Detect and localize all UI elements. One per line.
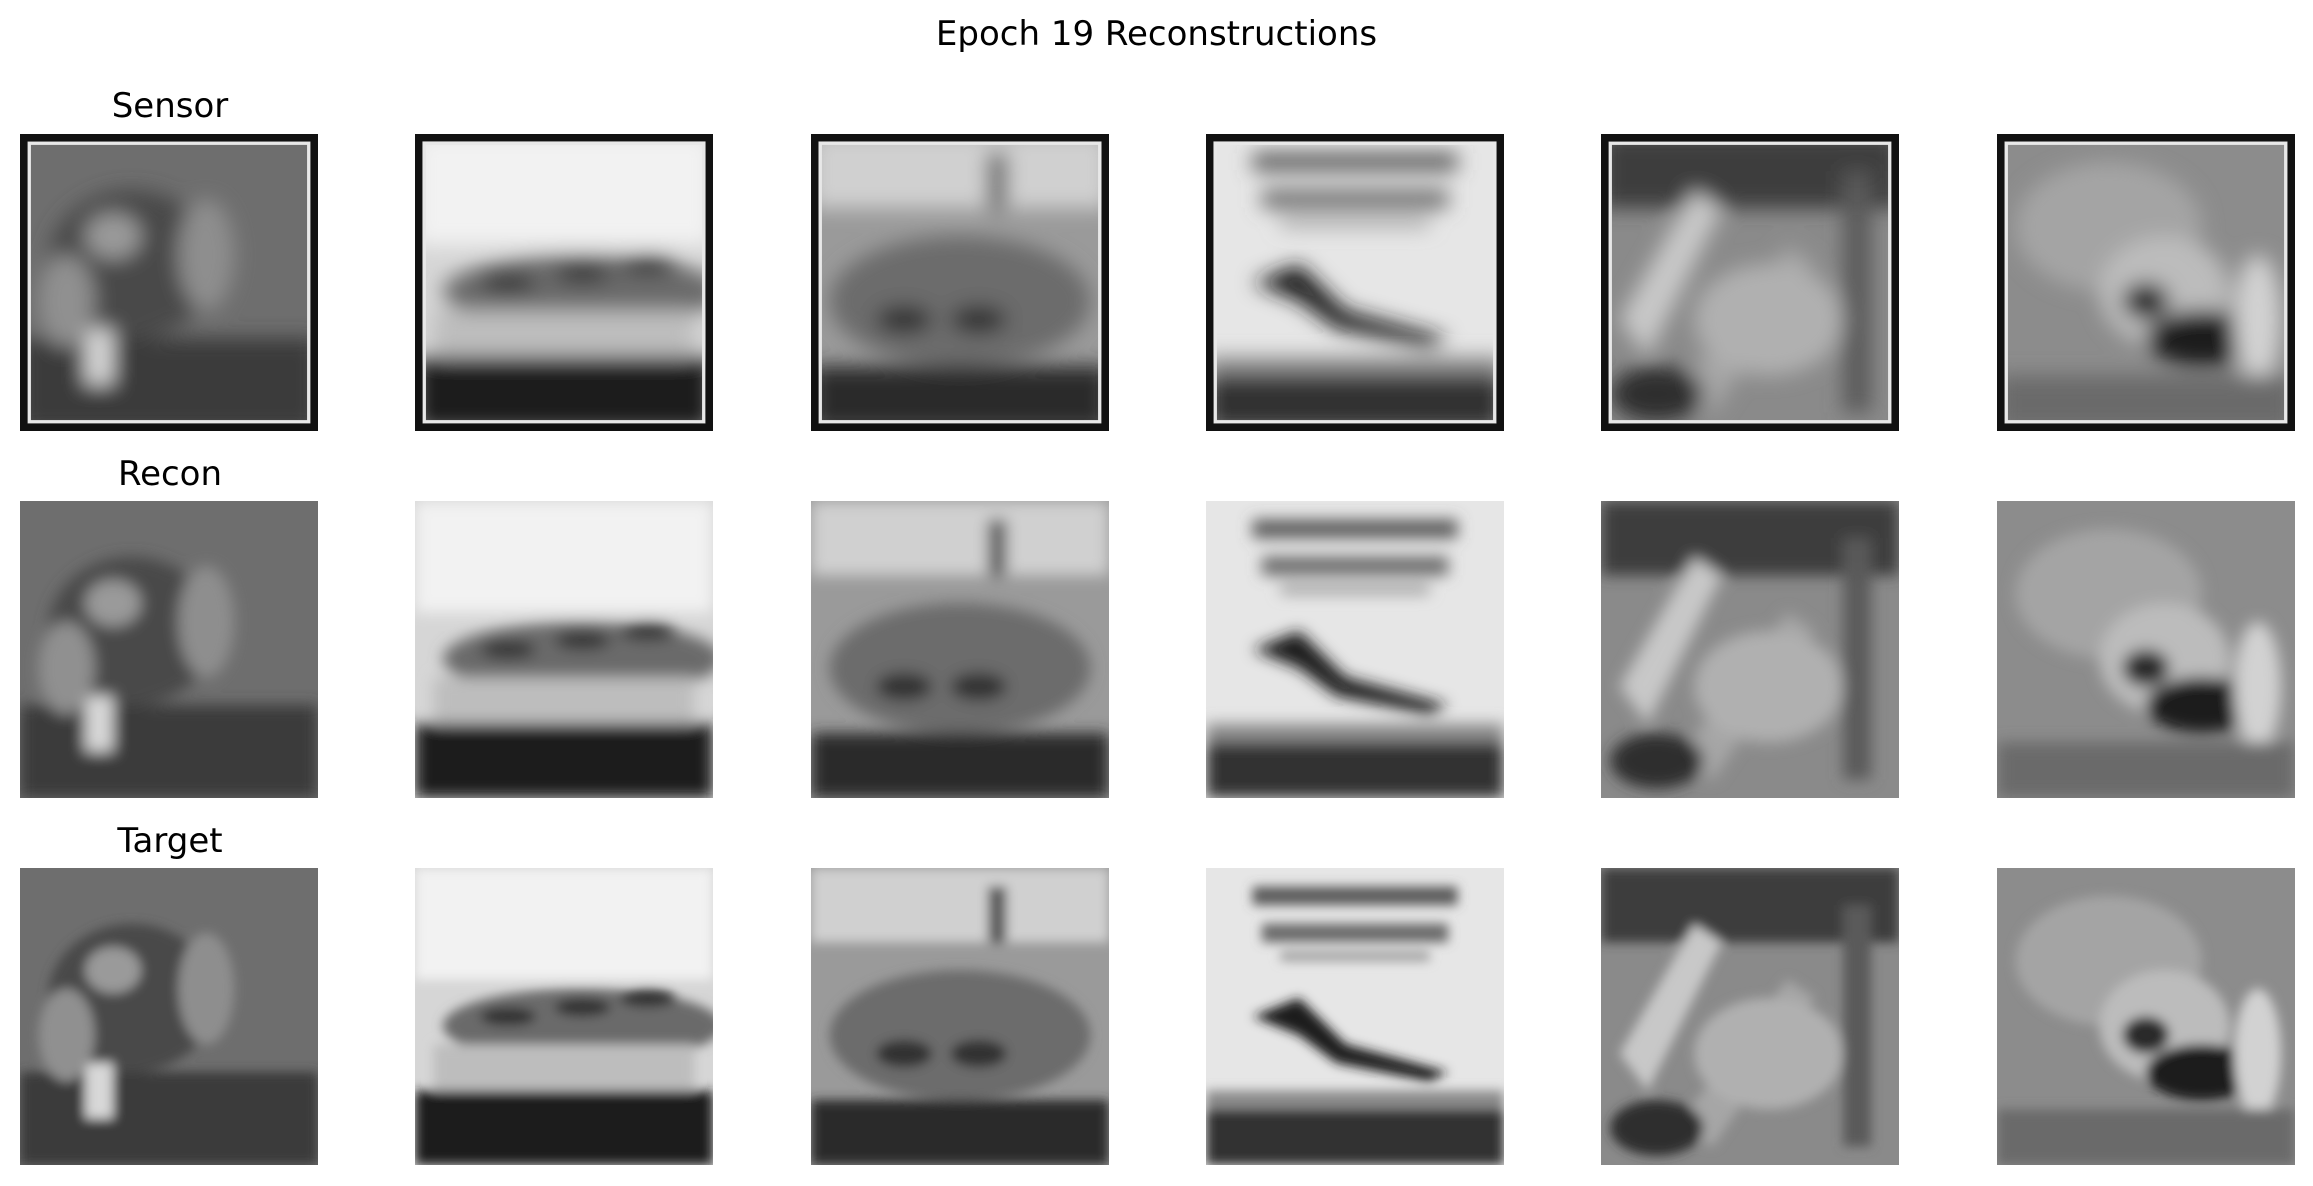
target-image-5	[1601, 868, 1899, 1165]
sensor-image-1	[20, 134, 318, 431]
figure-title: Epoch 19 Reconstructions	[935, 14, 1378, 54]
row-label-target: Target	[117, 821, 223, 861]
sensor-image-6	[1997, 134, 2295, 431]
row-label-recon: Recon	[117, 454, 223, 494]
sensor-image-2	[415, 134, 713, 431]
recon-image-4	[1206, 501, 1504, 798]
sensor-image-4	[1206, 134, 1504, 431]
recon-image-6	[1997, 501, 2295, 798]
recon-image-5	[1601, 501, 1899, 798]
row-label-sensor: Sensor	[111, 86, 229, 126]
sensor-image-5	[1601, 134, 1899, 431]
sensor-image-3	[811, 134, 1109, 431]
target-image-3	[811, 868, 1109, 1165]
recon-image-1	[20, 501, 318, 798]
recon-image-2	[415, 501, 713, 798]
target-image-2	[415, 868, 713, 1165]
recon-image-3	[811, 501, 1109, 798]
target-image-1	[20, 868, 318, 1165]
target-image-4	[1206, 868, 1504, 1165]
target-image-6	[1997, 868, 2295, 1165]
